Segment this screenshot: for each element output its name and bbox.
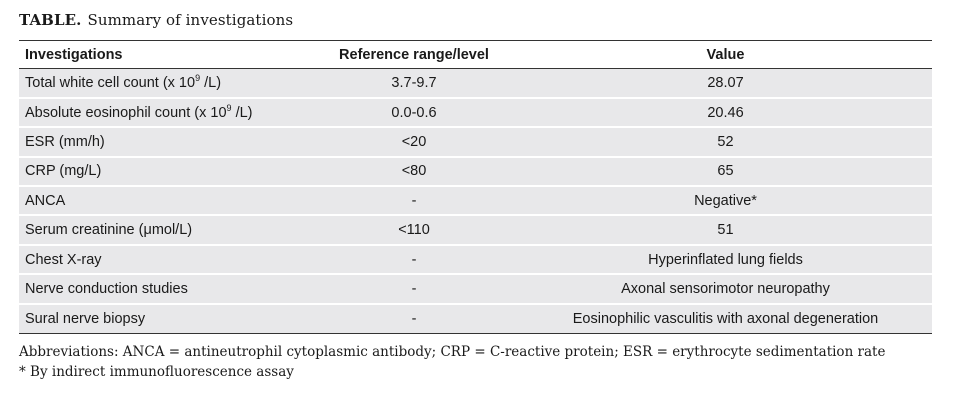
unit-exponent: 9 [226,102,232,113]
value-cell: 20.46 [519,97,932,129]
table-body: Total white cell count (x 109 /L) 3.7-9.7… [19,68,932,334]
reference-range-cell: 0.0-0.6 [309,97,519,129]
investigation-cell: Total white cell count (x 109 /L) [19,68,309,99]
caption-text: Summary of investigations [87,11,294,29]
reference-range-cell: - [309,186,519,217]
value-cell: 52 [519,127,932,158]
header-reference-range: Reference range/level [309,40,519,69]
investigation-unit: /L) [231,104,253,121]
table-row: Chest X-ray - Hyperinflated lung fields [19,244,932,276]
reference-range-cell: - [309,303,519,334]
investigation-label: ESR (mm/h) [25,133,105,150]
caption-lead: TABLE. [19,11,82,29]
investigation-cell: ANCA [19,186,309,217]
investigation-label: Chest X-ray [25,251,102,268]
reference-range-cell: 3.7-9.7 [309,68,519,99]
investigation-label: Nerve conduction studies [25,280,188,297]
table-row: ANCA - Negative* [19,186,932,217]
reference-range-cell: <20 [309,127,519,158]
table-row: Sural nerve biopsy - Eosinophilic vasculit… [19,303,932,334]
value-cell: Negative* [519,186,932,217]
investigation-cell: CRP (mg/L) [19,156,309,188]
table-notes: Abbreviations: ANCA = antineutrophil cyt… [19,342,932,382]
header-investigations: Investigations [19,40,309,69]
investigation-cell: Absolute eosinophil count (x 109 /L) [19,97,309,129]
investigation-label: ANCA [25,192,66,209]
investigation-label: Serum creatinine (μmol/L) [25,222,193,239]
value-cell: 28.07 [519,68,932,99]
footnote: * By indirect immunofluorescence assay [19,363,294,380]
investigation-label: Total white cell count (x 10 [25,74,196,91]
value-cell: Hyperinflated lung fields [519,244,932,276]
value-cell: Eosinophilic vasculitis with axonal dege… [519,303,932,334]
table-caption: TABLE. Summary of investigations [19,0,932,40]
investigation-cell: Chest X-ray [19,244,309,276]
table-row: Absolute eosinophil count (x 109 /L) 0.0-… [19,97,932,129]
table-row: Serum creatinine (μmol/L) <110 51 [19,215,932,246]
table-row: CRP (mg/L) <80 65 [19,156,932,188]
table-row: Total white cell count (x 109 /L) 3.7-9.7… [19,68,932,99]
reference-range-cell: <80 [309,156,519,188]
investigation-unit: /L) [200,74,222,91]
abbreviations-note: Abbreviations: ANCA = antineutrophil cyt… [19,343,886,360]
investigation-cell: Nerve conduction studies [19,274,309,305]
value-cell: 51 [519,215,932,246]
investigation-label: Absolute eosinophil count (x 10 [25,104,227,121]
investigation-cell: ESR (mm/h) [19,127,309,158]
table-row: Nerve conduction studies - Axonal sensorim… [19,274,932,305]
investigation-cell: Sural nerve biopsy [19,303,309,334]
investigations-table: Investigations Reference range/level Val… [19,40,932,334]
reference-range-cell: - [309,244,519,276]
investigation-label: CRP (mg/L) [25,163,102,180]
unit-exponent: 9 [195,73,201,84]
header-value: Value [519,40,932,69]
table-row: ESR (mm/h) <20 52 [19,127,932,158]
investigation-label: Sural nerve biopsy [25,310,146,327]
table-figure: TABLE. Summary of investigations Investig… [19,0,932,382]
value-cell: 65 [519,156,932,188]
reference-range-cell: <110 [309,215,519,246]
value-cell: Axonal sensorimotor neuropathy [519,274,932,305]
investigation-cell: Serum creatinine (μmol/L) [19,215,309,246]
header-row: Investigations Reference range/level Val… [19,40,932,69]
reference-range-cell: - [309,274,519,305]
